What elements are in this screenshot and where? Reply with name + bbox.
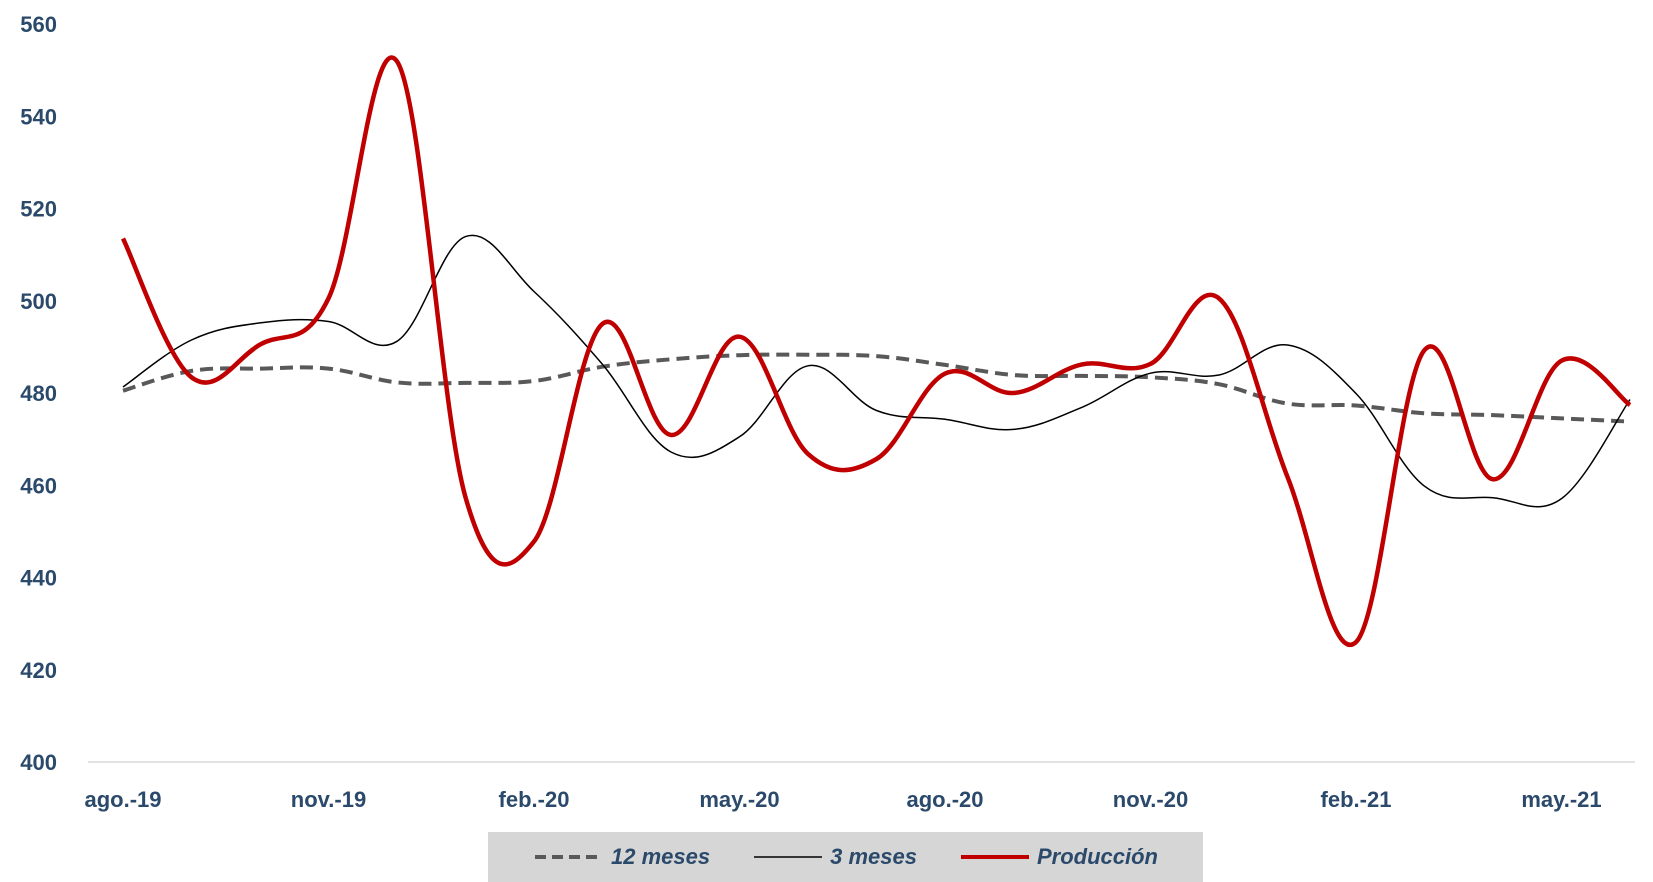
x-tick-label: feb.-20: [499, 787, 570, 812]
y-tick-label: 440: [20, 566, 57, 591]
legend-swatch-thin: [754, 856, 823, 858]
series-line-producci-n: [120, 55, 1632, 647]
y-axis: 400 420 440 460 480 500 520 540 560: [20, 12, 57, 775]
x-tick-label: nov.-19: [291, 787, 366, 812]
legend-swatch-thick: [960, 855, 1029, 859]
x-tick-label: may.-21: [1521, 787, 1601, 812]
y-tick-label: 420: [20, 658, 57, 683]
series-line-12-meses: [122, 352, 1631, 424]
x-tick-label: ago.-19: [84, 787, 161, 812]
y-tick-label: 480: [20, 381, 57, 406]
x-tick-label: may.-20: [699, 787, 779, 812]
series-layer: [120, 55, 1632, 647]
y-tick-label: 400: [20, 750, 57, 775]
legend-label: 3 meses: [830, 844, 917, 869]
legend: 12 meses 3 meses Producción: [488, 832, 1203, 882]
y-tick-label: 520: [20, 197, 57, 222]
legend-label: 12 meses: [611, 844, 711, 869]
x-tick-label: feb.-21: [1321, 787, 1392, 812]
legend-item-3-meses: 3 meses: [752, 844, 917, 870]
legend-label: Producción: [1036, 844, 1158, 869]
y-tick-label: 560: [20, 12, 57, 37]
line-chart: 400 420 440 460 480 500 520 540 560 ago.-19 nov.-…: [20, 12, 1635, 812]
x-tick-label: nov.-20: [1113, 787, 1188, 812]
y-tick-label: 500: [20, 289, 57, 314]
legend-item-12-meses: 12 meses: [533, 844, 710, 870]
y-tick-label: 540: [20, 104, 57, 129]
legend-swatch-dashed: [535, 855, 604, 859]
y-tick-label: 460: [20, 473, 57, 498]
series-line-3-meses: [122, 234, 1631, 508]
legend-item-produccion: Producción: [959, 844, 1158, 870]
x-tick-label: ago.-20: [906, 787, 983, 812]
x-axis: ago.-19 nov.-19 feb.-20 may.-20 ago.-20 nov.-…: [84, 787, 1601, 812]
